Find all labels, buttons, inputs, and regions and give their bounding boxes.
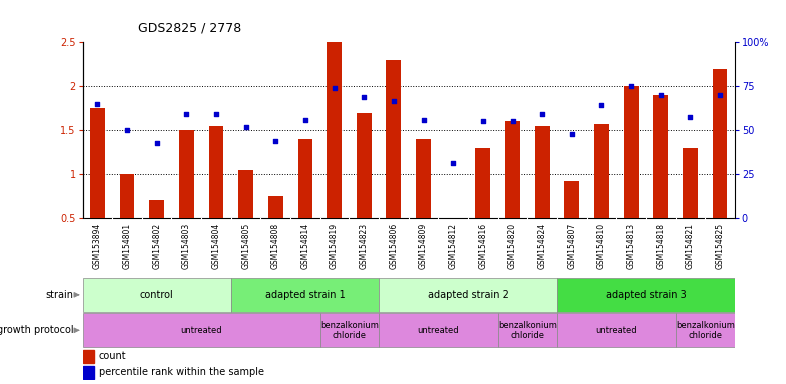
Bar — [476, 148, 490, 218]
Text: GSM154820: GSM154820 — [508, 223, 517, 269]
Text: GSM154814: GSM154814 — [300, 223, 310, 269]
Bar — [683, 148, 698, 218]
Bar — [713, 69, 728, 218]
Text: strain: strain — [46, 290, 74, 300]
Text: adapted strain 1: adapted strain 1 — [265, 290, 345, 300]
Text: adapted strain 3: adapted strain 3 — [605, 290, 686, 300]
Bar — [327, 42, 342, 218]
Bar — [379, 278, 557, 312]
Text: GSM154810: GSM154810 — [597, 223, 606, 269]
Point — [210, 111, 222, 118]
Bar — [298, 139, 312, 218]
Text: GSM154801: GSM154801 — [123, 223, 131, 269]
Bar — [119, 174, 134, 218]
Point — [121, 127, 134, 133]
Bar — [416, 139, 431, 218]
Text: GSM154813: GSM154813 — [626, 223, 636, 269]
Point — [240, 124, 252, 131]
Bar — [83, 366, 94, 379]
Text: control: control — [140, 290, 174, 300]
Text: benzalkonium
chloride: benzalkonium chloride — [498, 321, 556, 340]
Bar — [564, 181, 579, 218]
Text: GSM154819: GSM154819 — [330, 223, 339, 269]
Bar — [387, 60, 402, 218]
Text: percentile rank within the sample: percentile rank within the sample — [99, 367, 264, 377]
Text: untreated: untreated — [180, 326, 222, 335]
Point — [684, 114, 696, 120]
Text: GSM154802: GSM154802 — [152, 223, 161, 269]
Bar — [238, 170, 253, 218]
Bar — [320, 313, 379, 348]
Point — [299, 116, 311, 122]
Point — [447, 161, 460, 167]
Bar — [557, 313, 676, 348]
Point — [536, 111, 549, 118]
Text: GSM154806: GSM154806 — [389, 223, 399, 269]
Bar — [498, 313, 557, 348]
Text: adapted strain 2: adapted strain 2 — [428, 290, 509, 300]
Text: count: count — [99, 351, 127, 361]
Text: GSM154824: GSM154824 — [538, 223, 546, 269]
Point — [625, 83, 637, 89]
Point — [566, 131, 578, 137]
Point — [417, 116, 430, 122]
Point — [329, 85, 341, 91]
Text: GSM154823: GSM154823 — [360, 223, 369, 269]
Bar — [83, 313, 320, 348]
Bar — [446, 218, 461, 258]
Bar — [534, 126, 549, 218]
Point — [150, 140, 163, 146]
Text: GSM153894: GSM153894 — [93, 223, 102, 269]
Text: GSM154809: GSM154809 — [419, 223, 428, 269]
Text: GSM154804: GSM154804 — [211, 223, 220, 269]
Bar — [231, 278, 379, 312]
Point — [506, 118, 519, 124]
Text: GSM154812: GSM154812 — [449, 223, 457, 269]
Bar — [83, 350, 94, 362]
Bar — [505, 121, 520, 218]
Text: growth protocol: growth protocol — [0, 325, 74, 335]
Point — [387, 98, 400, 104]
Point — [655, 92, 667, 98]
Text: GDS2825 / 2778: GDS2825 / 2778 — [138, 22, 241, 35]
Bar — [594, 124, 609, 218]
Text: GSM154825: GSM154825 — [715, 223, 725, 269]
Point — [714, 92, 726, 98]
Bar — [379, 313, 498, 348]
Text: untreated: untreated — [417, 326, 459, 335]
Bar — [208, 126, 223, 218]
Point — [91, 101, 104, 107]
Bar — [179, 130, 193, 218]
Text: GSM154808: GSM154808 — [271, 223, 280, 269]
Text: GSM154816: GSM154816 — [479, 223, 487, 269]
Text: GSM154805: GSM154805 — [241, 223, 250, 269]
Bar — [676, 313, 735, 348]
Bar — [557, 278, 735, 312]
Point — [180, 111, 193, 118]
Bar — [653, 95, 668, 218]
Text: benzalkonium
chloride: benzalkonium chloride — [676, 321, 735, 340]
Bar — [357, 113, 372, 218]
Bar — [624, 86, 638, 218]
Text: untreated: untreated — [596, 326, 637, 335]
Bar — [149, 200, 164, 218]
Point — [358, 94, 370, 100]
Point — [476, 118, 489, 124]
Bar — [83, 278, 231, 312]
Bar — [90, 108, 105, 218]
Bar — [268, 196, 283, 218]
Text: GSM154803: GSM154803 — [182, 223, 191, 269]
Text: GSM154821: GSM154821 — [686, 223, 695, 269]
Text: GSM154818: GSM154818 — [656, 223, 665, 269]
Text: benzalkonium
chloride: benzalkonium chloride — [320, 321, 379, 340]
Point — [595, 103, 608, 109]
Point — [269, 137, 281, 144]
Text: GSM154807: GSM154807 — [567, 223, 576, 269]
